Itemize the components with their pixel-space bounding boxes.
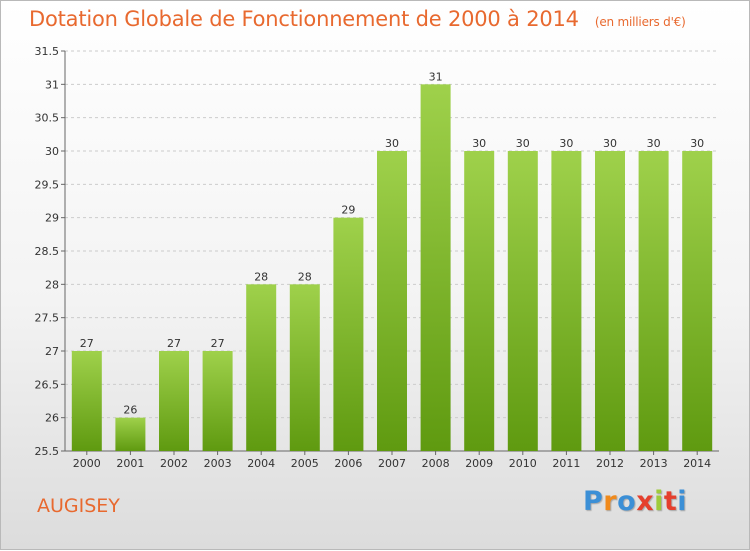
logo-letter: o [617,486,637,517]
x-tick-label: 2003 [204,457,232,470]
y-tick-label: 29.5 [35,178,60,191]
logo-letter: i [654,486,664,517]
logo-letter: t [663,486,678,517]
logo-letter: i [677,486,688,517]
chart-title-text: Dotation Globale de Fonctionnement de 20… [29,7,579,31]
x-tick-label: 2002 [160,457,188,470]
bar-value-label: 28 [298,270,312,283]
x-tick-label: 2008 [422,457,450,470]
proxiti-logo: Proxiti [583,486,687,517]
bar-2009 [464,151,495,451]
x-tick-label: 2011 [552,457,580,470]
bar-value-label: 30 [603,137,617,150]
bar-2007 [377,151,407,451]
x-tick-label: 2007 [378,457,406,470]
x-tick-label: 2000 [73,457,101,470]
y-tick-label: 28 [45,278,59,291]
bar-2000 [71,351,102,451]
bar-2001 [115,417,146,451]
chart-title: Dotation Globale de Fonctionnement de 20… [29,7,686,31]
bar-2013 [638,151,669,451]
bar-value-label: 30 [559,137,573,150]
bar-value-label: 28 [254,270,268,283]
bar-2006 [333,217,364,451]
y-tick-label: 26.5 [35,378,60,391]
bar-2012 [595,151,625,451]
bar-2004 [246,284,277,451]
bar-value-label: 27 [211,337,225,350]
bar-value-label: 29 [341,204,355,217]
bar-value-label: 30 [516,137,530,150]
bar-2010 [507,151,538,451]
bar-2002 [159,351,189,451]
bar-value-label: 26 [123,404,137,417]
bar-2005 [289,284,320,451]
x-tick-label: 2013 [640,457,668,470]
x-tick-label: 2006 [334,457,362,470]
bar-layer [71,84,713,451]
y-tick-label: 31.5 [35,45,60,58]
bar-value-label: 30 [472,137,486,150]
x-tick-label: 2001 [116,457,144,470]
y-tick-label: 26 [45,412,59,425]
y-tick-label: 25.5 [35,445,60,458]
bar-2003 [202,351,233,451]
bar-2011 [551,151,582,451]
x-tick-label: 2004 [247,457,275,470]
y-tick-label: 31 [45,78,59,91]
x-tick-label: 2010 [509,457,537,470]
bar-value-label: 30 [647,137,661,150]
logo-letter: x [636,486,655,517]
y-tick-label: 30 [45,145,59,158]
town-name: AUGISEY [37,495,120,517]
bar-value-label: 30 [385,137,399,150]
x-tick-label: 2009 [465,457,493,470]
x-tick-label: 2005 [291,457,319,470]
y-tick-label: 30.5 [35,112,60,125]
bar-2014 [682,151,713,451]
bar-value-label: 27 [167,337,181,350]
x-tick-label: 2014 [683,457,711,470]
bar-2008 [420,84,451,451]
bar-value-label: 30 [690,137,704,150]
chart-unit: (en milliers d'€) [594,15,686,29]
bar-value-label: 27 [80,337,94,350]
logo-letter: r [603,486,618,517]
label-layer: 27 26 27 27 28 28 29 30 31 30 30 30 30 30 30 [80,70,704,416]
y-tick-label: 27 [45,345,59,358]
bar-value-label: 31 [429,70,443,83]
x-tick-label: 2012 [596,457,624,470]
y-tick-label: 27.5 [35,312,60,325]
logo-letter: P [583,486,604,517]
y-tick-label: 28.5 [35,245,60,258]
y-tick-label: 29 [45,212,59,225]
